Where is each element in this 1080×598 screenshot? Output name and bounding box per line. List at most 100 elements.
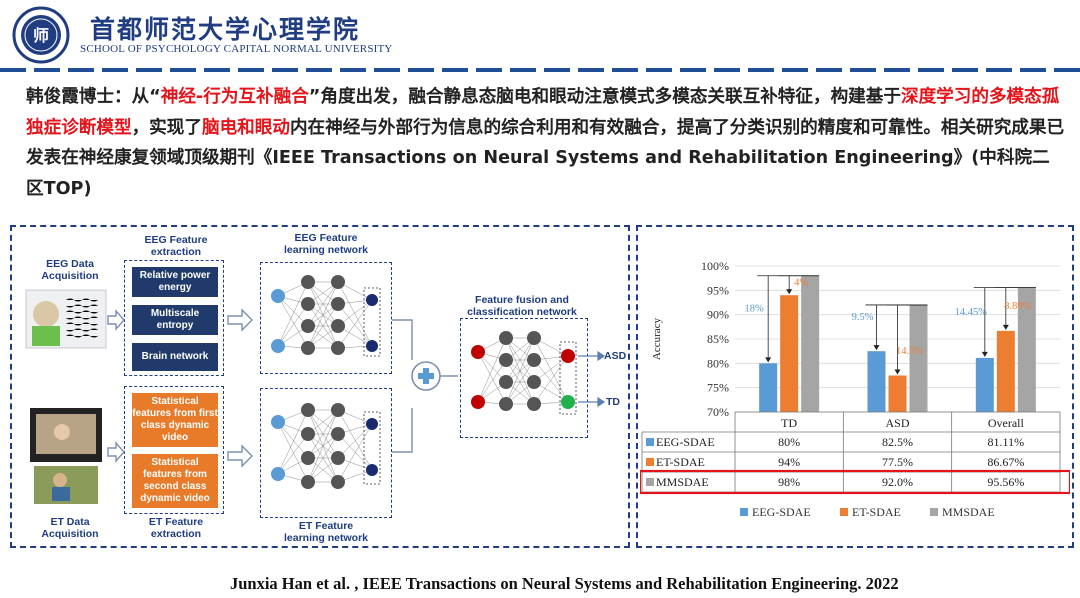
et-feature-group [124,386,224,514]
chart-legend: EEG-SDAE ET-SDAE MMSDAE [740,505,995,519]
eeg-neural-network [271,275,381,357]
gap-label-eeg: 9.5% [852,312,874,323]
legend-swatch [840,508,848,516]
feature-first-class-video: Statistical features from first class dy… [132,393,218,447]
et-feature-extraction-title: ET Feature extraction [148,516,204,540]
bar-et-sdae-td [780,295,799,412]
plus-icon [411,361,441,391]
summary-paragraph: 韩俊霞博士：从“神经-行为互补融合”角度出发，融合静息态脑电和眼动注意模式多模态… [26,82,1066,204]
summary-part-4: 内在神经与外部行为信息的综合利用和有效融合，提高了分类识别的精度和可靠性。相关研… [26,117,1065,199]
citation: Junxia Han et al. , IEEE Transactions on… [230,574,899,593]
y-tick-label: 100% [701,259,729,273]
slide-header: 师 首都师范大学心理学院 SCHOOL OF PSYCHOLOGY CAPITA… [0,0,1080,66]
university-name-cn: 首都师范大学心理学院 [90,15,361,44]
summary-part-3: ，实现了 [131,117,202,138]
y-tick-label: 70% [707,405,729,419]
gap-arrowhead [981,351,988,357]
block-arrows [107,308,253,468]
table-cell: 80% [778,435,800,449]
feature-brain-network: Brain network [132,343,218,371]
table-series-name: MMSDAE [656,475,709,489]
bar-mmsdae-asd [909,304,928,412]
output-asd-label: ASD [604,350,627,362]
legend-label: EEG-SDAE [752,505,811,519]
fusion-connectors [392,319,458,453]
eeg-feature-extraction-title: EEG Feature extraction [144,234,208,258]
table-legend-swatch [646,478,654,486]
gap-label-eeg: 14.45% [955,307,988,318]
eeg-feature-group [124,260,224,376]
legend-swatch [930,508,938,516]
fusion-neural-network [471,331,577,415]
gap-arrowhead [1002,324,1009,330]
et-network-group [260,388,392,518]
bar-eeg-sdae-asd [867,351,886,412]
table-cell: 86.67% [987,455,1024,469]
accuracy-chart: 70% 75% 80% 85% 90% 95% 100% 18% 4% 9.5% 14.5% 14.… [640,259,1070,519]
output-td-label: TD [606,396,620,408]
eeg-learning-network-title: EEG Feature learning network [283,232,368,256]
category-label: Overall [988,416,1025,430]
chart-y-ticks: 70% 75% 80% 85% 90% 95% 100% [701,259,729,419]
pipeline-diagram-panel [10,225,630,548]
bar-mmsdae-overall [1017,287,1036,412]
summary-part-2: ”角度出发，融合静息态脑电和眼动注意模式多模态关联互补特征，构建基于 [308,87,901,107]
bar-et-sdae-asd [888,375,907,412]
gap-label-et: 14.5% [896,346,923,357]
chart-y-axis-label: Accuracy [651,317,663,360]
feature-second-class-video: Statistical features from second class d… [132,454,218,508]
summary-part-1: 韩俊霞博士：从“ [26,87,161,107]
eeg-acquisition-label: EEG Data Acquisition [41,258,99,282]
table-cell: 81.11% [988,435,1025,449]
fusion-network-title: Feature fusion and classification networ… [467,294,577,318]
eeg-participant-photo [25,289,107,349]
table-cell: 94% [778,455,800,469]
results-chart-panel [636,225,1074,548]
gap-arrowhead [894,369,901,375]
table-cell: 77.5% [882,455,913,469]
gap-label-et: 4% [794,277,808,288]
table-cell: 82.5% [882,435,913,449]
table-series-name: EEG-SDAE [656,435,715,449]
category-label: ASD [885,416,909,430]
table-series-name: ET-SDAE [656,455,705,469]
header-divider [0,68,1080,72]
y-tick-label: 85% [707,332,729,346]
y-tick-label: 90% [707,308,729,322]
bar-mmsdae-td [801,275,820,412]
bar-eeg-sdae-overall [975,357,994,412]
legend-label: MMSDAE [942,505,995,519]
chart-bars [759,275,1036,412]
table-cell: 98% [778,475,800,489]
chart-data-table: TD ASD Overall EEG-SDAE 80% 82.5% 81.11% ET-SDA… [640,411,1070,495]
output-arrows [578,350,606,408]
et-acquisition-label: ET Data Acquisition [41,516,99,540]
table-cell: 92.0% [882,475,913,489]
et-participant-photo [30,408,102,504]
fusion-network-group [460,318,588,438]
table-legend-swatch [646,438,654,446]
summary-highlight-1: 神经-行为互补融合 [160,87,309,107]
university-name-en: SCHOOL OF PSYCHOLOGY CAPITAL NORMAL UNIV… [80,43,393,55]
gap-arrowhead [786,289,793,295]
table-legend-swatch [646,458,654,466]
legend-label: ET-SDAE [852,505,901,519]
pipeline-drawing [25,275,606,504]
highlighted-row-box [640,469,1070,495]
gap-arrowhead [873,345,880,351]
bar-eeg-sdae-td [759,363,778,412]
feature-relative-power: Relative power energy [132,267,218,297]
et-learning-network-title: ET Feature learning network [283,520,368,544]
gap-label-et: 8.89% [1004,301,1031,312]
y-tick-label: 75% [707,381,729,395]
category-label: TD [781,416,797,430]
feature-multiscale-entropy: Multiscale entropy [132,305,218,335]
table-cell: 95.56% [987,475,1024,489]
legend-swatch [740,508,748,516]
summary-highlight-2: 深度学习的多模态孤独症诊断模型 [26,87,1060,138]
y-tick-label: 95% [707,283,729,297]
gap-arrowhead [765,357,772,363]
summary-highlight-3: 脑电和眼动 [201,117,290,138]
logo-glyph: 师 [33,26,49,45]
y-tick-label: 80% [707,356,729,370]
